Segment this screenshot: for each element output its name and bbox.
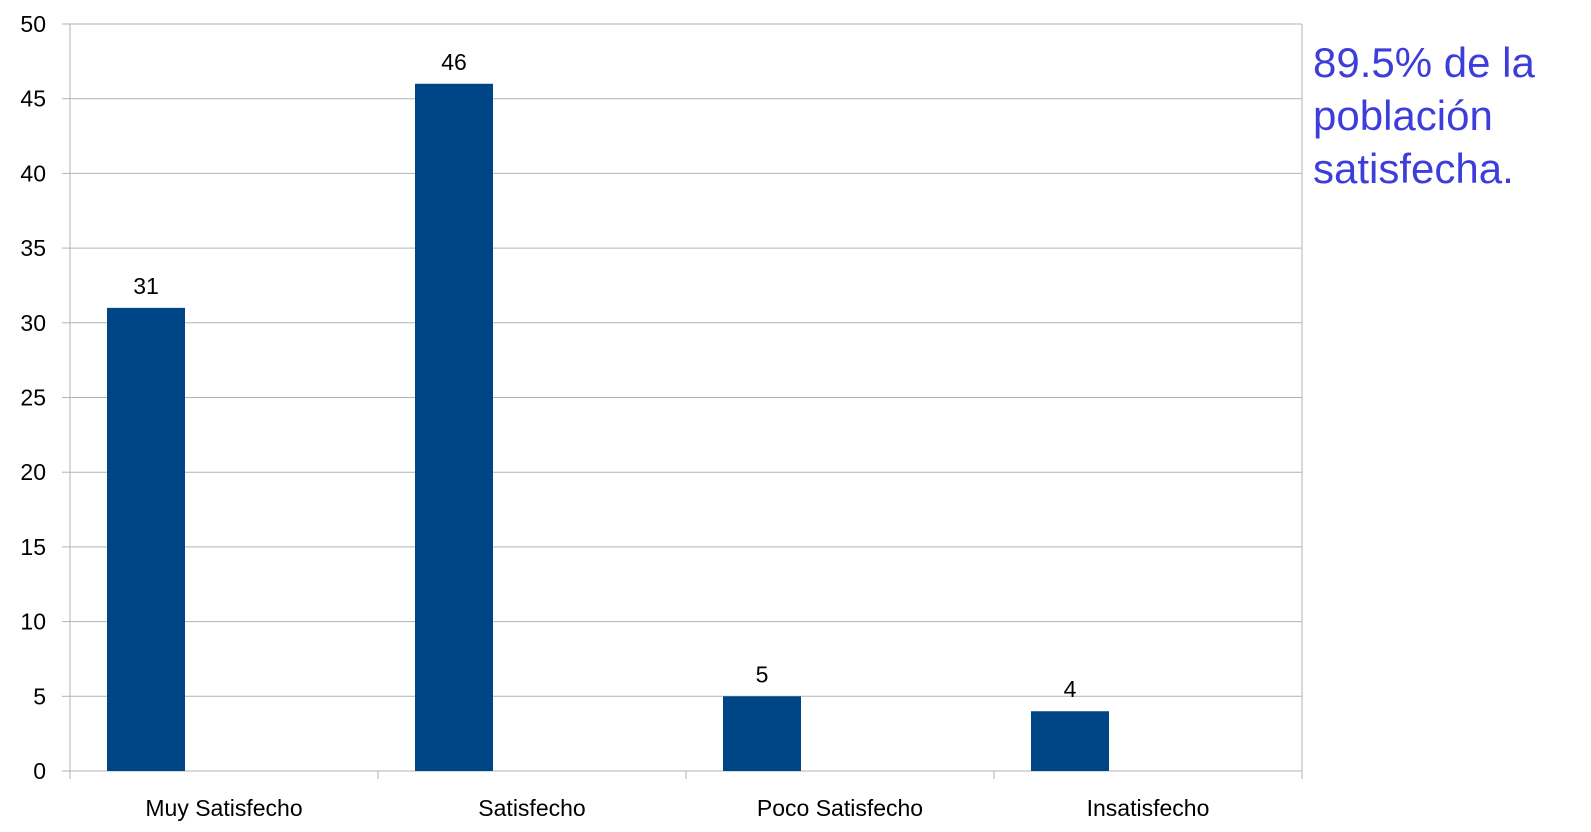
- y-tick-label: 35: [20, 235, 46, 261]
- data-label: 5: [756, 661, 769, 687]
- y-tick-label: 45: [20, 86, 46, 112]
- gridlines: [70, 23, 1302, 697]
- bar-satisfecho: [415, 83, 493, 771]
- annotation-text: 89.5% de la población satisfecha.: [1313, 36, 1588, 195]
- x-tick-label: Insatisfecho: [1087, 795, 1210, 821]
- y-tick-label: 20: [20, 459, 46, 485]
- x-tick-labels: Muy Satisfecho Satisfecho Poco Satisfecho I…: [145, 795, 1209, 821]
- data-label: 4: [1064, 676, 1077, 702]
- annotation-line-1: 89.5% de la: [1313, 39, 1535, 86]
- y-tick-label: 40: [20, 160, 46, 186]
- axes: [62, 23, 1303, 779]
- bar-muy-satisfecho: [107, 307, 185, 771]
- bar-poco-satisfecho: [723, 696, 801, 771]
- annotation-line-2: población: [1313, 92, 1493, 139]
- data-label: 31: [133, 273, 159, 299]
- y-tick-label: 25: [20, 385, 46, 411]
- bars: [107, 83, 1109, 771]
- y-tick-label: 50: [20, 11, 46, 37]
- x-tick-label: Satisfecho: [478, 795, 585, 821]
- data-labels: 31 46 5 4: [133, 49, 1076, 702]
- y-tick-label: 5: [33, 683, 46, 709]
- y-tick-labels: 0 5 10 15 20 25 30 35 40 45 50: [20, 11, 46, 784]
- y-tick-label: 0: [33, 758, 46, 784]
- data-label: 46: [441, 49, 467, 75]
- bar-insatisfecho: [1031, 711, 1109, 771]
- x-tick-label: Poco Satisfecho: [757, 795, 923, 821]
- x-tick-label: Muy Satisfecho: [145, 795, 302, 821]
- y-tick-label: 10: [20, 609, 46, 635]
- annotation-line-3: satisfecha.: [1313, 145, 1514, 192]
- y-tick-label: 30: [20, 310, 46, 336]
- y-tick-label: 15: [20, 534, 46, 560]
